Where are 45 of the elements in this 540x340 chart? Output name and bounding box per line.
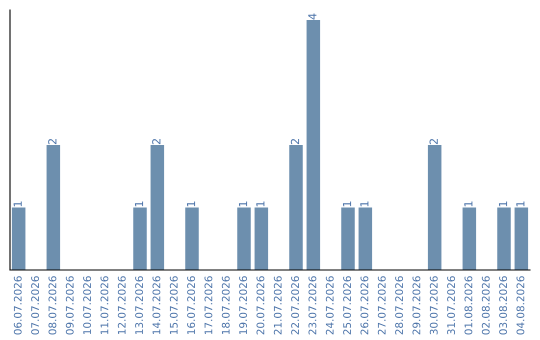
x-tick-label: 18.07.2026 bbox=[222, 276, 230, 334]
x-tick-label: 01.08.2026 bbox=[464, 276, 472, 335]
x-tick-label: 25.07.2026 bbox=[343, 276, 352, 334]
data-label: 2 bbox=[290, 139, 300, 144]
x-tick-label: 20.07.2026 bbox=[256, 276, 264, 334]
data-label: 1 bbox=[360, 201, 368, 206]
x-tick-label: 24.07.2026 bbox=[326, 276, 334, 334]
x-tick-label: 26.07.2026 bbox=[360, 276, 368, 334]
data-label: 1 bbox=[464, 201, 472, 206]
data-label: 2 bbox=[48, 139, 56, 144]
x-tick-label: 15.07.2026 bbox=[170, 276, 178, 334]
x-tick-label: 12.07.2026 bbox=[118, 276, 126, 334]
data-label: 1 bbox=[498, 201, 508, 206]
x-tick-label: 23.07.2026 bbox=[308, 276, 316, 334]
x-tick-label: 07.07.2026 bbox=[31, 276, 40, 335]
data-label: 1 bbox=[186, 201, 196, 206]
data-label: 1 bbox=[256, 201, 264, 206]
x-tick-label: 21.07.2026 bbox=[274, 276, 282, 334]
x-tick-label: 29.07.2026 bbox=[412, 276, 420, 334]
x-tick-label: 04.08.2026 bbox=[516, 276, 524, 335]
x-tick-label: 17.07.2026 bbox=[204, 276, 212, 334]
x-tick-label: 10.07.2026 bbox=[83, 276, 92, 334]
x-tick-label: 31.07.2026 bbox=[447, 276, 456, 334]
x-tick-label: 06.07.2026 bbox=[14, 276, 22, 335]
data-label: 2 bbox=[429, 139, 438, 144]
data-label: 1 bbox=[516, 201, 524, 206]
x-tick-label: 16.07.2026 bbox=[187, 276, 196, 334]
x-tick-label: 09.07.2026 bbox=[66, 276, 74, 335]
data-label: 1 bbox=[134, 201, 144, 206]
x-tick-label: 27.07.2026 bbox=[378, 276, 386, 334]
x-tick-label: 19.07.2026 bbox=[239, 276, 248, 334]
data-label: 1 bbox=[14, 201, 22, 206]
x-tick-label: 22.07.2026 bbox=[291, 276, 300, 334]
data-label: 1 bbox=[238, 201, 248, 206]
x-tick-label: 03.08.2026 bbox=[499, 276, 508, 335]
x-tick-label: 02.08.2026 bbox=[482, 276, 490, 335]
x-tick-label: 11.07.2026 bbox=[100, 276, 108, 334]
x-tick-label: 30.07.2026 bbox=[430, 276, 438, 334]
data-label: 1 bbox=[342, 201, 352, 206]
x-tick-label: 14.07.2026 bbox=[152, 276, 160, 334]
data-label: 4 bbox=[308, 14, 316, 20]
data-label: 2 bbox=[152, 139, 160, 144]
x-tick-label: 28.07.2026 bbox=[395, 276, 404, 334]
x-tick-label: 13.07.2026 bbox=[135, 276, 144, 334]
x-tick-label: 08.07.2026 bbox=[48, 276, 56, 335]
